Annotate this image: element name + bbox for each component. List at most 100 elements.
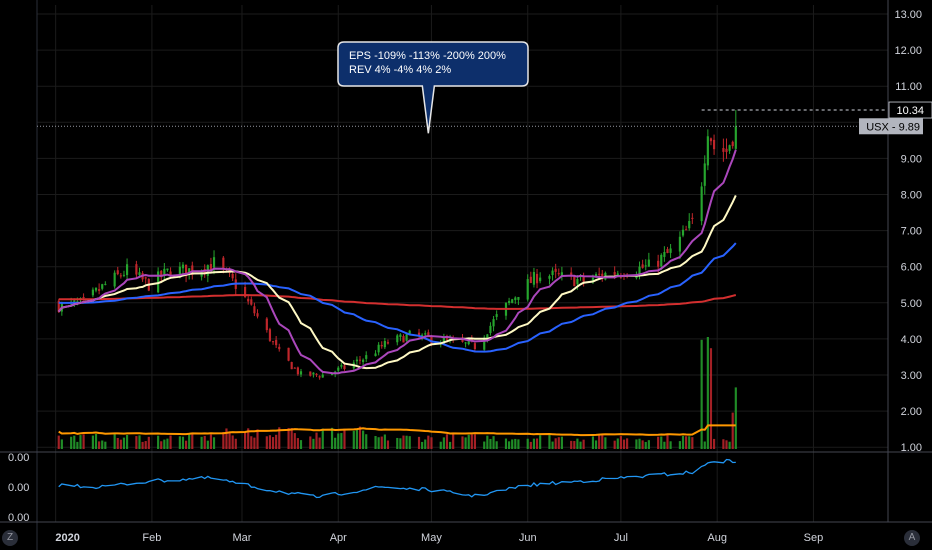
candle-body [184, 264, 188, 276]
price-tick-label: 12.00 [894, 45, 922, 57]
volume-bar [169, 435, 172, 449]
volume-bars [57, 337, 737, 449]
volume-bar [278, 427, 281, 449]
candle-body [582, 276, 585, 282]
candle-body [362, 359, 365, 363]
candle-body [417, 332, 421, 336]
candle-body [309, 371, 312, 376]
volume-bar [206, 440, 209, 449]
volume-bar [722, 439, 725, 449]
candle-body [386, 342, 390, 344]
candle-body [703, 163, 706, 186]
candle-body [212, 257, 216, 268]
candle-body [657, 260, 660, 267]
volume-bar [315, 432, 318, 449]
volume-bar [377, 437, 380, 449]
volume-bar [470, 434, 473, 449]
candle-body [427, 332, 430, 337]
candle-body [358, 359, 362, 361]
volume-bar [271, 437, 275, 449]
candle-body [250, 299, 253, 305]
volume-bar [408, 436, 411, 449]
zoom-reset-button[interactable]: Z [2, 530, 18, 546]
candle-body [591, 277, 595, 283]
candle-body [296, 367, 299, 375]
price-tick-label: 6.00 [901, 262, 922, 274]
candle-body [104, 283, 107, 285]
candle-body [231, 273, 234, 279]
candle-body [256, 313, 259, 317]
volume-bar [467, 434, 470, 449]
candle-body [489, 325, 492, 334]
volume-bar [135, 436, 138, 449]
price-tick-label: 5.00 [901, 298, 922, 310]
candle-body [253, 306, 256, 314]
volume-bar [731, 412, 734, 449]
volume-bar [495, 441, 498, 449]
candle-body [526, 279, 529, 300]
volume-bar [138, 435, 141, 449]
volume-bar [98, 441, 101, 449]
candle-body [408, 330, 411, 334]
volume-bar [591, 436, 595, 449]
candle-body [442, 337, 445, 344]
volume-bar [473, 434, 477, 449]
time-tick-label: Feb [142, 532, 161, 544]
volume-bar [445, 434, 449, 449]
volume-bar [231, 435, 234, 449]
volume-bar [358, 426, 362, 449]
volume-bar [576, 438, 579, 449]
candle-body [725, 148, 728, 153]
candle-body [157, 271, 160, 293]
time-tick-label: Apr [330, 532, 347, 544]
candle-body [265, 318, 268, 331]
volume-bar [448, 441, 452, 449]
volume-bar [253, 437, 256, 449]
time-tick-label: Jul [614, 532, 628, 544]
indicator-line [58, 458, 736, 499]
candle-body [321, 374, 324, 378]
volume-bar [76, 441, 79, 449]
volume-bar [225, 428, 228, 449]
volume-bar [660, 436, 663, 449]
volume-bar [57, 435, 60, 449]
volume-bar [365, 434, 368, 449]
volume-bar [529, 441, 532, 449]
candle-body [169, 271, 172, 277]
auto-scale-button[interactable]: A [904, 530, 920, 546]
volume-bar [104, 441, 107, 449]
candle-body [271, 341, 275, 343]
volume-bar [244, 431, 247, 449]
volume-bar [700, 339, 703, 449]
volume-bar [275, 434, 278, 449]
candle-body [706, 136, 709, 166]
volume-bar [421, 441, 424, 449]
volume-bar [685, 436, 688, 449]
volume-bar [147, 436, 150, 449]
volume-bar [228, 432, 231, 449]
volume-bar [265, 436, 268, 449]
candle-body [560, 272, 563, 277]
volume-bar [508, 441, 511, 449]
time-tick-label: Aug [707, 532, 727, 544]
ma-fast-line [57, 149, 737, 375]
price-tick-label: 7.00 [901, 226, 922, 238]
volume-bar [594, 440, 598, 449]
candle-body [641, 264, 644, 268]
volume-bar [734, 387, 737, 449]
candle-body [374, 353, 377, 357]
candle-body [355, 359, 358, 362]
candle-body [508, 300, 511, 304]
candle-body [312, 372, 315, 375]
candle-body [535, 273, 539, 284]
candle-body [424, 333, 427, 335]
candle-body [691, 217, 694, 219]
volume-bar [247, 428, 250, 449]
price-tick-label: 13.00 [894, 9, 922, 21]
candle-body [700, 186, 703, 222]
volume-bar [163, 439, 166, 449]
candle-body [365, 355, 368, 359]
volume-bar [200, 436, 203, 449]
volume-bar [486, 435, 489, 449]
